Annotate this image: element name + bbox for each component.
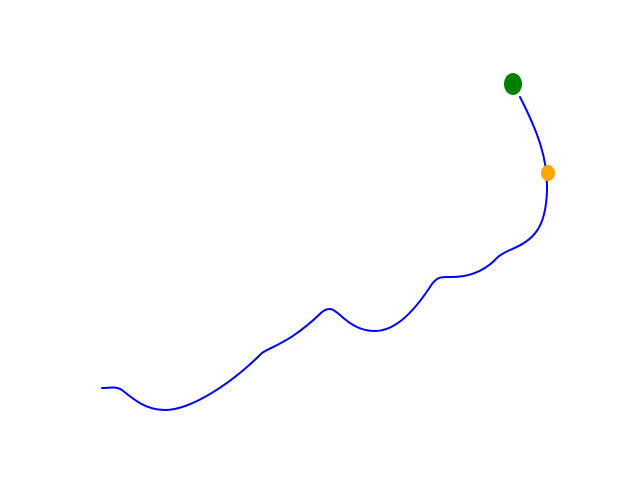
current-position-marker	[541, 165, 555, 181]
trajectory-path	[101, 96, 549, 411]
goal-marker	[504, 73, 522, 95]
